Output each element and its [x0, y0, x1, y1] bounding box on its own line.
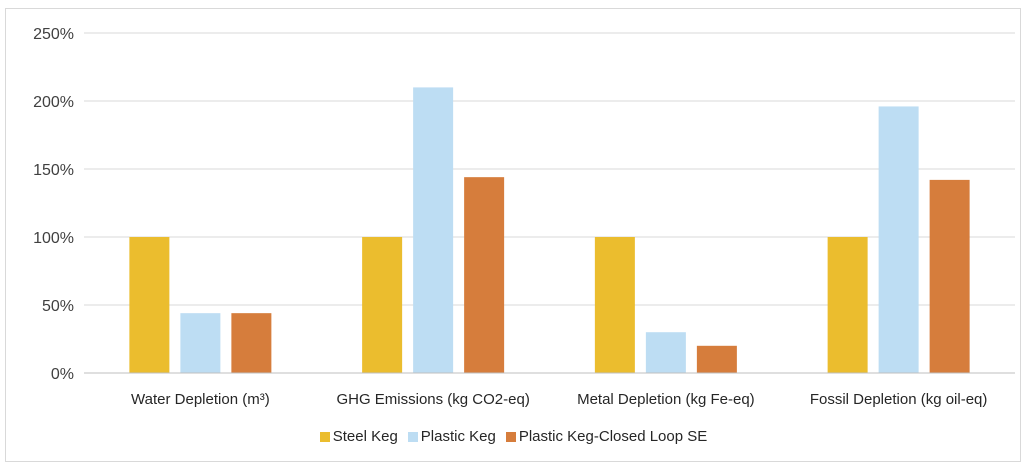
bar-steel-keg-1 — [362, 237, 403, 373]
chart-frame — [5, 8, 1021, 462]
bars — [129, 87, 970, 374]
legend-swatch — [407, 431, 418, 442]
legend-swatch — [319, 431, 330, 442]
category-label: Water Depletion (m³) — [131, 391, 270, 408]
bar-plastic-keg-closed-loop-se-2 — [696, 345, 737, 373]
y-axis-tick-labels: 0% 50% 100% 150% 200% 250% — [33, 26, 74, 383]
bar-plastic-keg-closed-loop-se-3 — [929, 179, 970, 373]
category-labels: Water Depletion (m³) GHG Emissions (kg CO… — [131, 391, 987, 408]
bar-plastic-keg-3 — [878, 106, 919, 373]
bar-plastic-keg-1 — [413, 87, 454, 374]
legend-item: Steel Keg — [319, 428, 398, 445]
legend-item: Plastic Keg-Closed Loop SE — [505, 428, 708, 445]
legend-label: Plastic Keg-Closed Loop SE — [518, 428, 708, 445]
bar-steel-keg-0 — [129, 237, 170, 373]
y-tick-label: 0% — [51, 366, 74, 383]
legend-item: Plastic Keg — [407, 428, 496, 445]
category-label: Fossil Depletion (kg oil-eq) — [810, 391, 988, 408]
y-tick-label: 200% — [33, 94, 74, 111]
bar-plastic-keg-2 — [645, 332, 686, 373]
bar-plastic-keg-closed-loop-se-1 — [464, 177, 505, 373]
bar-plastic-keg-0 — [180, 313, 221, 373]
y-tick-label: 100% — [33, 230, 74, 247]
bar-steel-keg-2 — [594, 237, 635, 373]
legend-label: Plastic Keg — [420, 428, 496, 445]
y-tick-label: 50% — [42, 298, 74, 315]
y-tick-label: 250% — [33, 26, 74, 43]
legend-label: Steel Keg — [332, 428, 398, 445]
bar-steel-keg-3 — [827, 237, 868, 373]
category-label: Metal Depletion (kg Fe-eq) — [577, 391, 755, 408]
gridlines — [84, 32, 1015, 306]
bar-plastic-keg-closed-loop-se-0 — [231, 313, 272, 373]
category-label: GHG Emissions (kg CO2-eq) — [336, 391, 529, 408]
y-tick-label: 150% — [33, 162, 74, 179]
legend: Steel Keg Plastic Keg Plastic Keg-Closed L… — [0, 428, 1027, 445]
legend-swatch — [505, 431, 516, 442]
